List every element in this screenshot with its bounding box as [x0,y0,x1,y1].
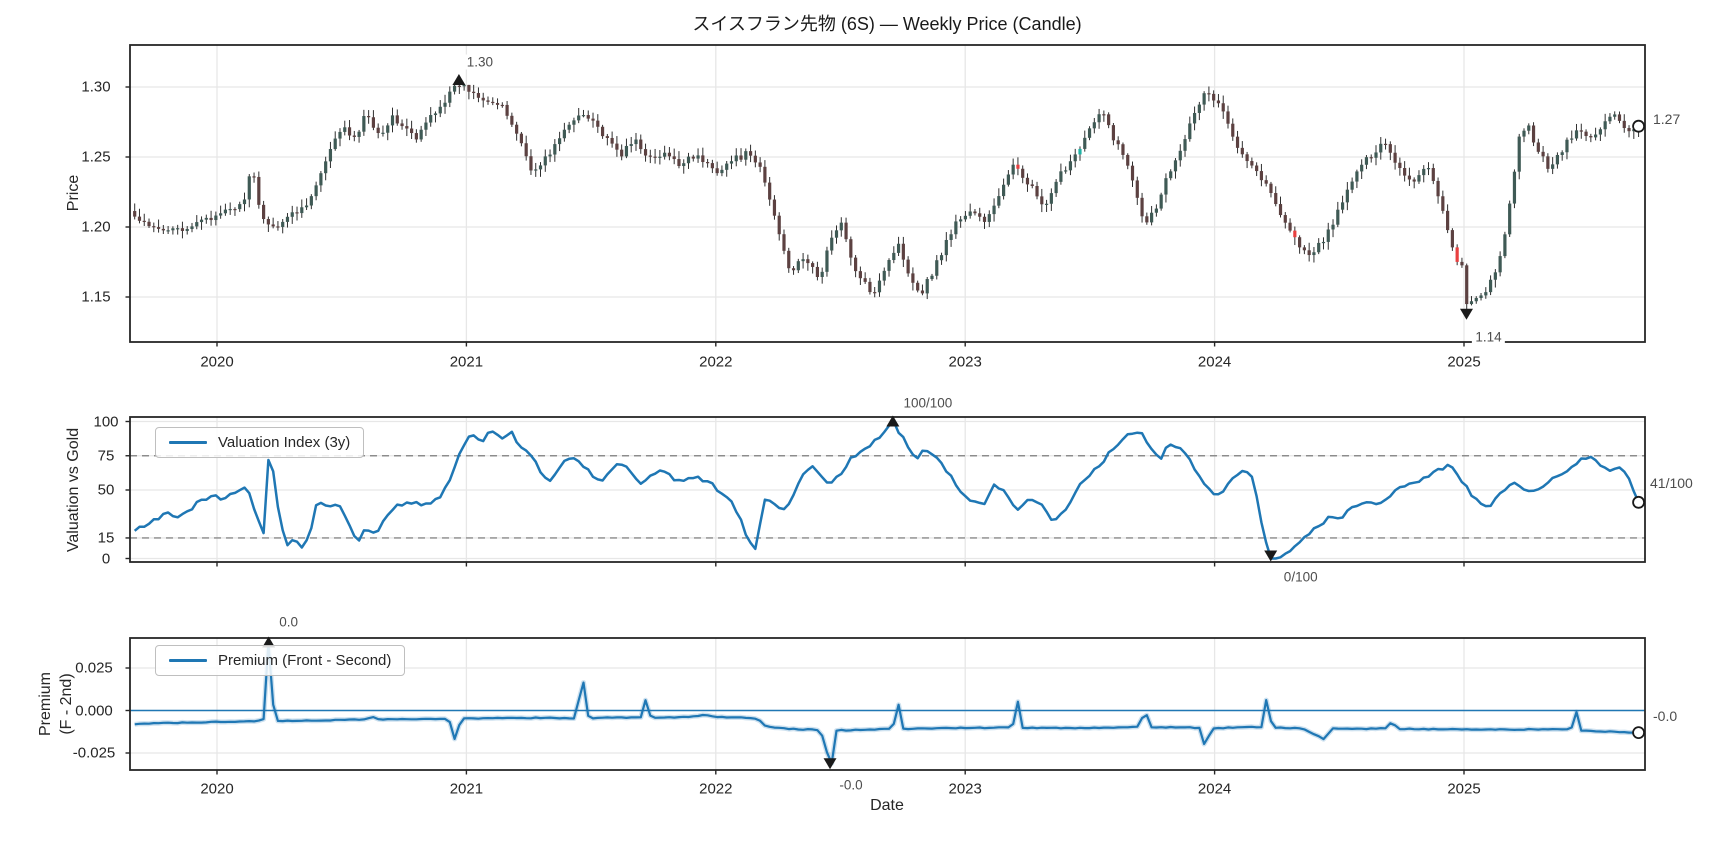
date-xtick-label: 2025 [1447,780,1481,798]
date-xtick-label: 2021 [449,780,484,798]
valuation-min-annotation: 0/100 [1280,569,1321,585]
price-min-annotation: 1.14 [1472,329,1505,345]
premium-min-annotation: -0.0 [836,777,866,793]
price-xtick-label: 2022 [699,353,733,371]
premium-ytick-label: -0.025 [72,744,116,762]
price-xtick-label: 2021 [449,353,484,371]
premium-max-annotation: 0.0 [276,614,302,630]
price-ytick-label: 1.25 [81,148,111,166]
chart-title: スイスフラン先物 (6S) — Weekly Price (Candle) [692,14,1082,34]
price-xtick-label: 2025 [1447,353,1481,371]
valuation-legend-label: Valuation Index (3y) [218,434,351,451]
valuation-legend-line-sample [169,441,207,444]
valuation-max-annotation: 100/100 [900,395,956,411]
date-axis-label: Date [870,797,904,814]
price-xtick-label: 2023 [948,353,982,371]
premium-ytick-label: 0.000 [75,702,113,719]
price-ytick-label: 1.20 [81,218,111,236]
valuation-ytick-label: 75 [97,447,115,465]
premium-legend: Premium (Front - Second) [155,645,406,676]
premium-last-value-label: -0.0 [1653,707,1678,724]
date-xtick-label: 2023 [948,780,982,798]
premium-axis-label: Premium (F - 2nd) [37,671,75,737]
valuation-last-value-label: 41/100 [1650,475,1693,492]
premium-legend-line-sample [169,659,207,662]
date-xtick-label: 2022 [699,780,733,798]
price-last-value-label: 1.27 [1653,111,1681,128]
valuation-axis-label: Valuation vs Gold [65,427,82,553]
premium-ytick-label: 0.025 [75,659,113,677]
date-xtick-label: 2024 [1197,780,1232,798]
premium-legend-label: Premium (Front - Second) [218,652,392,669]
valuation-ytick-label: 50 [97,481,115,499]
price-ytick-label: 1.30 [81,78,111,96]
date-xtick-label: 2020 [200,780,234,798]
valuation-ytick-label: 0 [101,550,111,567]
valuation-legend: Valuation Index (3y) [155,427,365,458]
price-ytick-label: 1.15 [81,288,111,306]
price-xtick-label: 2024 [1197,353,1232,371]
valuation-ytick-label: 100 [93,413,119,430]
valuation-ytick-label: 15 [97,529,115,547]
price-xtick-label: 2020 [200,353,234,371]
price-max-annotation: 1.30 [463,54,497,70]
price-axis-label: Price [65,174,82,212]
